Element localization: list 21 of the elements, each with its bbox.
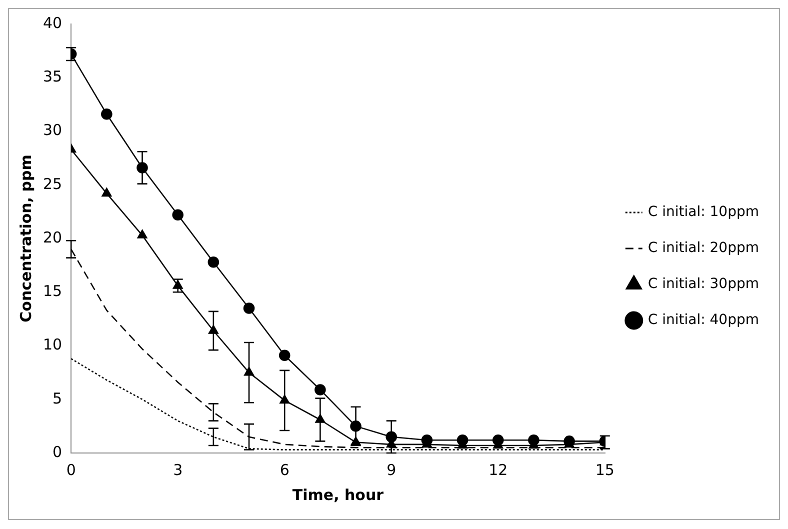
legend-label: C initial: 40ppm — [648, 312, 760, 328]
y-tick-label: 15 — [42, 282, 62, 300]
x-axis-title: Time, hour — [292, 486, 384, 504]
x-tick-label: 6 — [280, 460, 290, 479]
legend-label: C initial: 30ppm — [648, 276, 760, 292]
x-tick-label: 9 — [386, 460, 396, 479]
y-tick-label: 35 — [42, 68, 62, 86]
x-tick-label: 15 — [595, 460, 614, 479]
x-tick-label: 3 — [173, 460, 183, 479]
y-tick-label: 40 — [42, 14, 62, 32]
y-tick-label: 30 — [42, 121, 62, 140]
y-axis-title: Concentration, ppm — [16, 154, 35, 322]
y-tick-label: 10 — [42, 336, 62, 354]
y-tick-label: 25 — [42, 174, 62, 193]
y-tick-label: 0 — [52, 442, 62, 461]
y-tick-label: 20 — [42, 228, 62, 246]
x-tick-label: 0 — [66, 460, 76, 479]
legend-label: C initial: 20ppm — [648, 240, 760, 256]
x-tick-label: 12 — [488, 460, 508, 479]
y-tick-label: 5 — [52, 389, 62, 408]
legend-label: C initial: 10ppm — [648, 204, 760, 220]
